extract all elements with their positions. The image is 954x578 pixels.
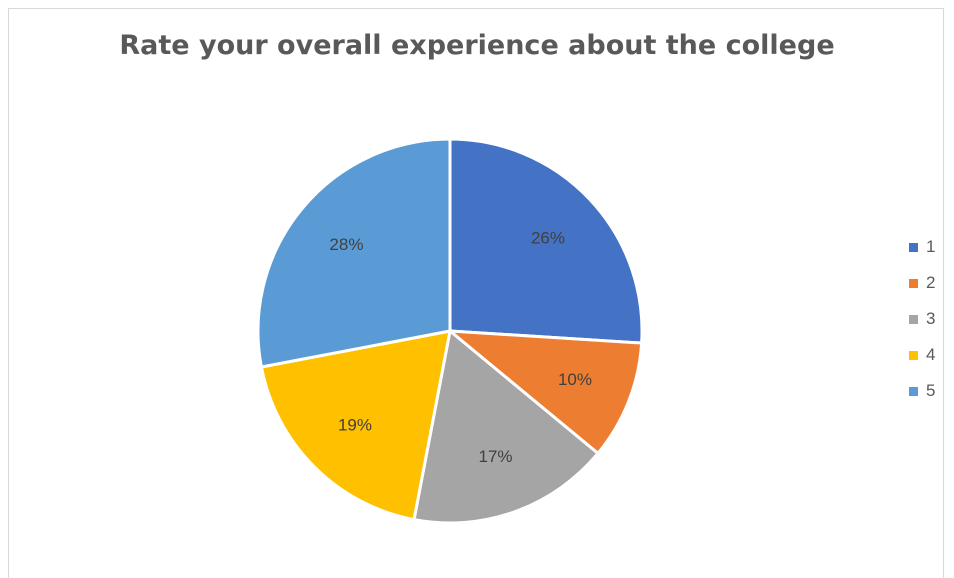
pie-slice-4 — [259, 329, 452, 522]
legend-label: 1 — [926, 237, 936, 256]
chart-title: Rate your overall experience about the c… — [119, 30, 835, 61]
data-label-2: 10% — [558, 370, 592, 389]
data-label-4: 19% — [338, 416, 372, 435]
legend-swatch — [909, 278, 918, 288]
data-label-3: 17% — [479, 447, 513, 466]
legend-item-3: 3 — [909, 301, 935, 337]
pie-slice-3 — [412, 328, 601, 525]
legend-label: 5 — [926, 381, 936, 400]
legend-item-4: 4 — [909, 337, 935, 373]
data-label-5: 28% — [329, 235, 363, 254]
legend: 1 2 3 4 5 — [909, 229, 935, 409]
legend-swatch — [909, 242, 918, 252]
legend-item-2: 2 — [909, 265, 935, 301]
legend-label: 2 — [926, 273, 936, 292]
legend-item-1: 1 — [909, 229, 935, 265]
legend-label: 3 — [926, 309, 936, 328]
legend-item-5: 5 — [909, 373, 935, 409]
legend-label: 4 — [926, 345, 936, 364]
legend-swatch — [909, 350, 918, 360]
pie-slice-5 — [256, 137, 452, 369]
pie-slice-1 — [448, 137, 644, 345]
legend-swatch — [909, 314, 918, 324]
legend-swatch — [909, 386, 918, 396]
data-label-1: 26% — [531, 228, 565, 247]
pie-slice-2 — [445, 329, 644, 456]
